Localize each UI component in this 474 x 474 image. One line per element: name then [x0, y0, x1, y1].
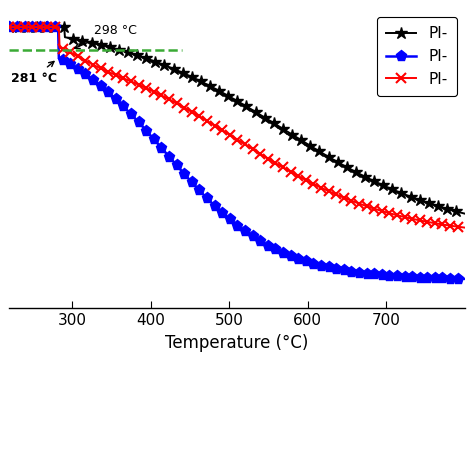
- PI-: [7, 24, 12, 30]
- PI-: [275, 162, 281, 167]
- PI-: [462, 211, 467, 217]
- Line: PI-: PI-: [3, 21, 471, 220]
- PI-: [124, 77, 129, 82]
- PI-: [275, 248, 281, 254]
- Legend: PI-, PI-, PI-: PI-, PI-, PI-: [376, 17, 457, 96]
- PI-: [124, 49, 129, 55]
- PI-: [310, 145, 316, 151]
- PI-: [7, 24, 12, 30]
- Line: PI-: PI-: [5, 22, 469, 232]
- Line: PI-: PI-: [4, 21, 470, 284]
- PI-: [310, 261, 316, 266]
- PI-: [212, 123, 218, 129]
- PI-: [87, 74, 93, 80]
- PI-: [462, 276, 467, 282]
- Text: 298 °C: 298 °C: [74, 24, 137, 48]
- PI-: [87, 60, 93, 66]
- Text: 281 °C: 281 °C: [11, 62, 57, 84]
- PI-: [124, 107, 129, 112]
- PI-: [7, 24, 12, 30]
- PI-: [212, 86, 218, 91]
- X-axis label: Temperature (°C): Temperature (°C): [165, 334, 309, 352]
- PI-: [87, 39, 93, 45]
- PI-: [349, 269, 355, 274]
- PI-: [212, 204, 218, 210]
- PI-: [275, 123, 281, 128]
- PI-: [310, 181, 316, 187]
- PI-: [349, 167, 355, 173]
- PI-: [462, 225, 467, 230]
- PI-: [349, 198, 355, 204]
